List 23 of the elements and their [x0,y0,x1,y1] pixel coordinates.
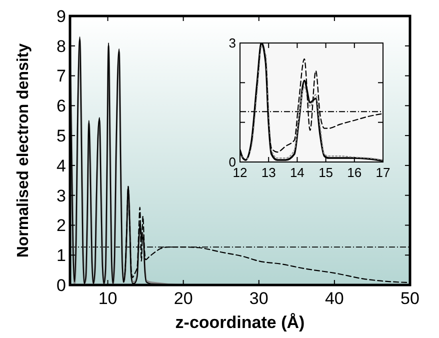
x-tick-label: 14 [290,165,304,180]
y-tick-label: 3 [228,36,236,51]
x-tick-label: 50 [400,289,420,308]
x-tick-label: 16 [347,165,362,180]
y-tick-label: 1 [56,246,66,266]
y-tick-label: 0 [56,276,66,295]
y-tick-label: 7 [56,66,66,86]
y-tick-label: 6 [56,96,66,116]
y-tick-label: 3 [56,186,66,206]
y-tick-label: 9 [56,6,66,26]
x-tick-label: 20 [174,289,193,308]
x-tick-label: 10 [98,289,118,308]
y-tick-label: 2 [56,216,66,236]
x-axis-title: z-coordinate (Å) [175,313,305,332]
x-tick-label: 30 [249,289,268,308]
x-tick-label: 15 [318,165,334,180]
y-axis-title: Normalised electron density [15,43,32,258]
x-tick-label: 13 [261,165,276,180]
x-tick-label: 40 [324,289,344,308]
x-tick-label: 17 [376,165,390,180]
y-tick-label: 5 [56,126,66,146]
y-tick-label: 8 [56,36,66,56]
y-tick-label: 4 [56,156,66,176]
